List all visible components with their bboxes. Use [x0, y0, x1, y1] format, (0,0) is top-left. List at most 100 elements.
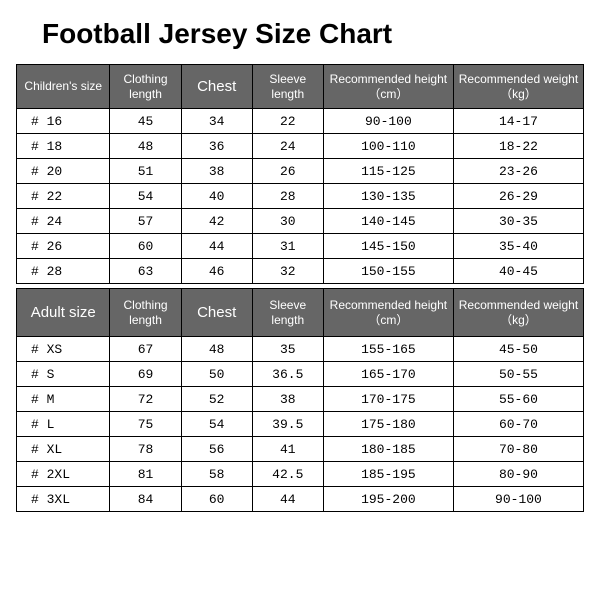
size-cell: # 2XL	[17, 462, 110, 487]
value-cell: 35	[252, 337, 323, 362]
value-cell: 180-185	[323, 437, 453, 462]
col-header: Clothing length	[110, 65, 181, 109]
value-cell: 22	[252, 109, 323, 134]
col-header: Recommended height（cm）	[323, 289, 453, 337]
value-cell: 72	[110, 387, 181, 412]
value-cell: 28	[252, 184, 323, 209]
value-cell: 140-145	[323, 209, 453, 234]
value-cell: 175-180	[323, 412, 453, 437]
value-cell: 39.5	[252, 412, 323, 437]
col-header: Recommended height（cm）	[323, 65, 453, 109]
size-cell: # 20	[17, 159, 110, 184]
value-cell: 130-135	[323, 184, 453, 209]
value-cell: 30	[252, 209, 323, 234]
value-cell: 70-80	[453, 437, 583, 462]
size-cell: # 26	[17, 234, 110, 259]
table-row: # 2XL815842.5185-19580-90	[17, 462, 584, 487]
value-cell: 26	[252, 159, 323, 184]
value-cell: 50-55	[453, 362, 583, 387]
table-row: # 26604431145-15035-40	[17, 234, 584, 259]
value-cell: 185-195	[323, 462, 453, 487]
value-cell: 36.5	[252, 362, 323, 387]
size-cell: # 3XL	[17, 487, 110, 512]
table-row: # 3XL846044195-20090-100	[17, 487, 584, 512]
value-cell: 75	[110, 412, 181, 437]
value-cell: 24	[252, 134, 323, 159]
value-cell: 67	[110, 337, 181, 362]
value-cell: 34	[181, 109, 252, 134]
adult-table-body: # XS674835155-16545-50# S695036.5165-170…	[17, 337, 584, 512]
value-cell: 170-175	[323, 387, 453, 412]
value-cell: 57	[110, 209, 181, 234]
value-cell: 81	[110, 462, 181, 487]
value-cell: 44	[252, 487, 323, 512]
value-cell: 54	[181, 412, 252, 437]
col-header: Recommended weight（kg）	[453, 289, 583, 337]
adult-table-header: Adult size Clothing length Chest Sleeve …	[17, 289, 584, 337]
value-cell: 52	[181, 387, 252, 412]
value-cell: 31	[252, 234, 323, 259]
value-cell: 145-150	[323, 234, 453, 259]
value-cell: 54	[110, 184, 181, 209]
table-row: # 28634632150-15540-45	[17, 259, 584, 284]
value-cell: 80-90	[453, 462, 583, 487]
table-row: # 20513826115-12523-26	[17, 159, 584, 184]
col-header: Sleeve length	[252, 65, 323, 109]
value-cell: 45	[110, 109, 181, 134]
value-cell: 165-170	[323, 362, 453, 387]
value-cell: 60	[181, 487, 252, 512]
col-header: Adult size	[17, 289, 110, 337]
value-cell: 155-165	[323, 337, 453, 362]
value-cell: 100-110	[323, 134, 453, 159]
value-cell: 69	[110, 362, 181, 387]
table-row: # XS674835155-16545-50	[17, 337, 584, 362]
value-cell: 40-45	[453, 259, 583, 284]
value-cell: 14-17	[453, 109, 583, 134]
table-row: # 22544028130-13526-29	[17, 184, 584, 209]
table-row: # L755439.5175-18060-70	[17, 412, 584, 437]
table-row: # 18483624100-11018-22	[17, 134, 584, 159]
value-cell: 90-100	[453, 487, 583, 512]
value-cell: 26-29	[453, 184, 583, 209]
children-size-table: Children's size Clothing length Chest Sl…	[16, 64, 584, 284]
value-cell: 58	[181, 462, 252, 487]
value-cell: 90-100	[323, 109, 453, 134]
value-cell: 55-60	[453, 387, 583, 412]
value-cell: 150-155	[323, 259, 453, 284]
value-cell: 42	[181, 209, 252, 234]
size-cell: # 18	[17, 134, 110, 159]
size-cell: # 28	[17, 259, 110, 284]
size-cell: # S	[17, 362, 110, 387]
value-cell: 48	[110, 134, 181, 159]
value-cell: 78	[110, 437, 181, 462]
col-header: Chest	[181, 289, 252, 337]
children-table-body: # 1645342290-10014-17# 18483624100-11018…	[17, 109, 584, 284]
value-cell: 23-26	[453, 159, 583, 184]
size-cell: # XS	[17, 337, 110, 362]
value-cell: 48	[181, 337, 252, 362]
value-cell: 35-40	[453, 234, 583, 259]
table-row: # S695036.5165-17050-55	[17, 362, 584, 387]
value-cell: 63	[110, 259, 181, 284]
value-cell: 46	[181, 259, 252, 284]
col-header: Chest	[181, 65, 252, 109]
adult-size-table: Adult size Clothing length Chest Sleeve …	[16, 288, 584, 512]
size-cell: # 22	[17, 184, 110, 209]
value-cell: 45-50	[453, 337, 583, 362]
size-cell: # XL	[17, 437, 110, 462]
table-row: # XL785641180-18570-80	[17, 437, 584, 462]
value-cell: 56	[181, 437, 252, 462]
value-cell: 50	[181, 362, 252, 387]
table-row: # 1645342290-10014-17	[17, 109, 584, 134]
value-cell: 60	[110, 234, 181, 259]
value-cell: 32	[252, 259, 323, 284]
size-cell: # 24	[17, 209, 110, 234]
value-cell: 38	[252, 387, 323, 412]
children-table-header: Children's size Clothing length Chest Sl…	[17, 65, 584, 109]
value-cell: 42.5	[252, 462, 323, 487]
value-cell: 36	[181, 134, 252, 159]
col-header: Sleeve length	[252, 289, 323, 337]
value-cell: 84	[110, 487, 181, 512]
size-cell: # L	[17, 412, 110, 437]
value-cell: 44	[181, 234, 252, 259]
